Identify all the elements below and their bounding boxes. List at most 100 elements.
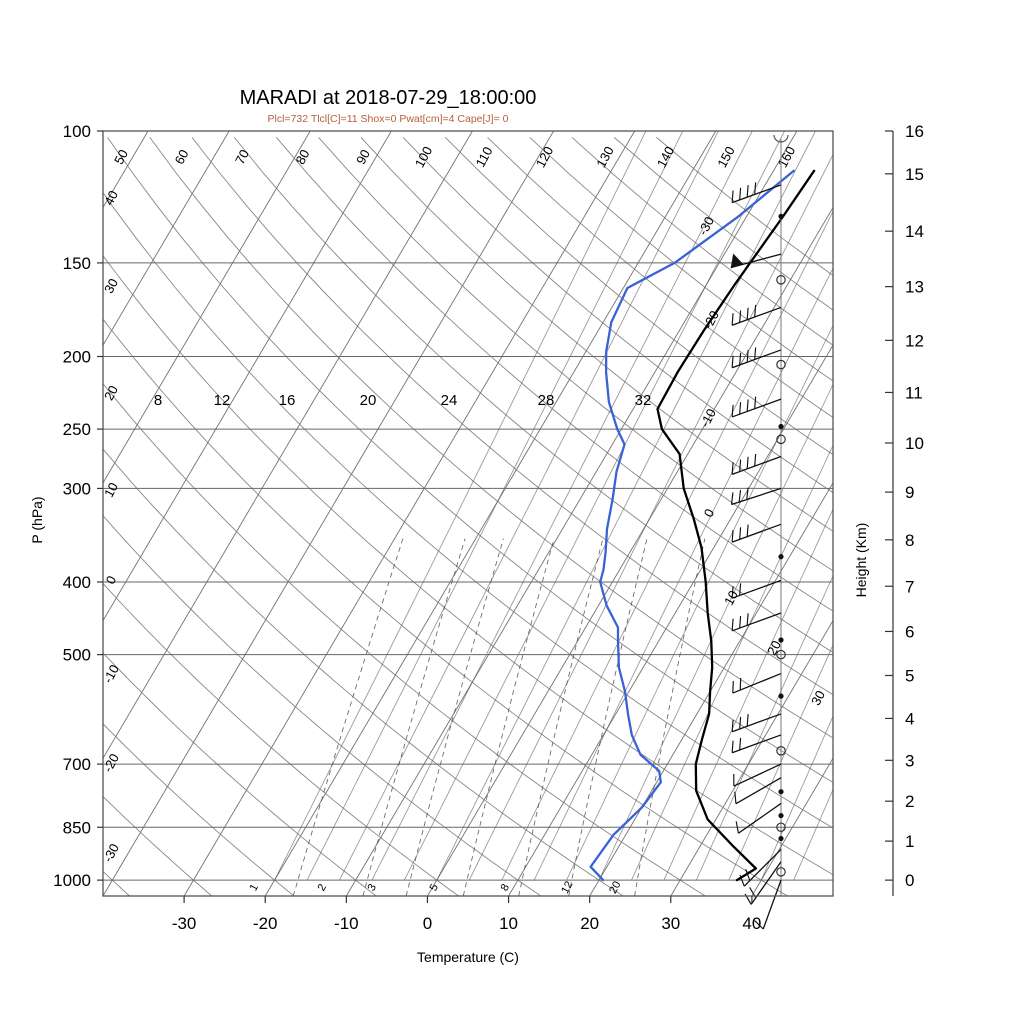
dry-adiabat-label: 140 bbox=[654, 144, 677, 170]
wind-barb bbox=[731, 182, 782, 204]
dry-adiabat-label: 70 bbox=[232, 147, 252, 167]
grid-layer bbox=[103, 131, 833, 896]
isotherm-label-left: 30 bbox=[101, 276, 121, 296]
mixing-ratio-label: 1 bbox=[248, 882, 261, 893]
chart-title: MARADI at 2018-07-29_18:00:00 bbox=[240, 87, 537, 109]
wind-barb bbox=[776, 746, 786, 756]
isotherm-label-right: 10 bbox=[721, 588, 741, 608]
wind-barb bbox=[778, 554, 784, 560]
height-tick: 8 bbox=[905, 531, 914, 550]
wind-barb bbox=[731, 734, 782, 754]
temperature-tick: 20 bbox=[580, 914, 599, 933]
height-tick: 7 bbox=[905, 577, 914, 596]
wind-barb bbox=[739, 848, 782, 887]
wind-barb bbox=[754, 879, 782, 930]
wind-barb bbox=[778, 789, 784, 795]
temperature-tick: 0 bbox=[423, 914, 432, 933]
isotherm-label-right: 20 bbox=[764, 638, 784, 658]
profile-temperature bbox=[656, 169, 816, 882]
pressure-tick: 250 bbox=[63, 420, 91, 439]
pressure-tick: 150 bbox=[63, 254, 91, 273]
dry-adiabat-label: 60 bbox=[172, 147, 192, 167]
profile-dewpoint bbox=[589, 169, 795, 882]
mixing-ratio-label: 2 bbox=[316, 882, 329, 893]
wind-barb bbox=[730, 487, 782, 506]
label-layer: 50 60 70 80 90 100 110 120 130 140 150 160403020100… bbox=[100, 144, 828, 896]
moist-adiabat-label: 32 bbox=[635, 392, 652, 409]
dry-adiabat-label: 130 bbox=[593, 144, 616, 170]
wind-barb bbox=[731, 304, 782, 326]
wind-barb bbox=[731, 523, 782, 543]
mixing-ratio-label: 20 bbox=[607, 879, 623, 895]
temperature-tick: 10 bbox=[499, 914, 518, 933]
height-tick: 9 bbox=[905, 483, 914, 502]
wind-barb bbox=[778, 213, 784, 219]
isotherm-label-left: 0 bbox=[103, 573, 120, 586]
wind-barb bbox=[733, 763, 782, 787]
dry-adiabat-label: 80 bbox=[293, 147, 313, 167]
isotherm-label-right: -20 bbox=[700, 308, 722, 332]
moist-adiabat-label: 20 bbox=[360, 392, 377, 409]
pressure-tick: 200 bbox=[63, 348, 91, 367]
height-tick: 16 bbox=[905, 122, 924, 141]
wind-barb bbox=[731, 454, 782, 475]
moist-adiabat-label: 12 bbox=[214, 392, 231, 409]
height-tick: 5 bbox=[905, 666, 914, 685]
wind-barb bbox=[734, 777, 782, 805]
temperature-tick: 40 bbox=[742, 914, 761, 933]
temperature-tick: -30 bbox=[172, 914, 197, 933]
pressure-tick: 100 bbox=[63, 122, 91, 141]
height-tick: 10 bbox=[905, 434, 924, 453]
wind-barb bbox=[778, 637, 784, 643]
moist-adiabat-label: 16 bbox=[279, 392, 296, 409]
wind-barb bbox=[776, 275, 786, 285]
wind-barb bbox=[778, 835, 784, 842]
wind-barb bbox=[778, 812, 784, 819]
y2-axis-label: Height (Km) bbox=[853, 523, 869, 598]
wind-barb bbox=[732, 672, 782, 694]
wind-barb bbox=[731, 713, 782, 733]
isotherm-label-right: 30 bbox=[808, 688, 828, 708]
wind-barb bbox=[776, 822, 786, 833]
chart-subtitle: Plcl=732 Tlcl[C]=11 Shox=0 Pwat[cm]=4 Ca… bbox=[268, 113, 509, 125]
mixing-ratio-label: 5 bbox=[428, 882, 441, 893]
mixing-ratio-label: 3 bbox=[366, 882, 379, 893]
dry-adiabat-label: 90 bbox=[353, 147, 373, 167]
temperature-tick: 30 bbox=[661, 914, 680, 933]
y-axis-label: P (hPa) bbox=[29, 496, 45, 543]
profile-layer bbox=[589, 169, 816, 882]
wind-barb bbox=[731, 396, 782, 418]
wind-barb bbox=[730, 253, 782, 269]
temperature-tick: -10 bbox=[334, 914, 359, 933]
wind-barb bbox=[731, 579, 782, 599]
pressure-tick: 850 bbox=[63, 818, 91, 837]
mixing-ratio-label: 12 bbox=[559, 879, 575, 895]
dry-adiabat-label: 160 bbox=[775, 144, 798, 170]
wind-barb bbox=[778, 693, 784, 699]
wind-barb bbox=[731, 612, 782, 632]
height-tick: 15 bbox=[905, 165, 924, 184]
wind-barb-layer bbox=[730, 134, 789, 930]
pressure-tick: 1000 bbox=[53, 871, 91, 890]
isotherm-label-left: 40 bbox=[101, 188, 121, 208]
wind-barb bbox=[735, 802, 782, 834]
pressure-tick: 400 bbox=[63, 573, 91, 592]
dry-adiabat-label: 110 bbox=[473, 144, 496, 169]
wind-barb bbox=[776, 649, 786, 660]
height-tick: 2 bbox=[905, 792, 914, 811]
isotherm-label-right: -10 bbox=[697, 406, 719, 430]
height-tick: 0 bbox=[905, 871, 914, 890]
pressure-tick: 300 bbox=[63, 479, 91, 498]
dry-adiabat-label: 100 bbox=[412, 144, 435, 170]
wind-barb bbox=[776, 359, 786, 370]
temperature-tick: -20 bbox=[253, 914, 278, 933]
isotherm-label-left: 20 bbox=[101, 383, 121, 403]
height-tick: 12 bbox=[905, 331, 924, 350]
pressure-tick: 500 bbox=[63, 646, 91, 665]
moist-adiabat-label: 8 bbox=[154, 392, 162, 409]
height-tick: 3 bbox=[905, 751, 914, 770]
moist-adiabat-label: 28 bbox=[538, 392, 555, 409]
